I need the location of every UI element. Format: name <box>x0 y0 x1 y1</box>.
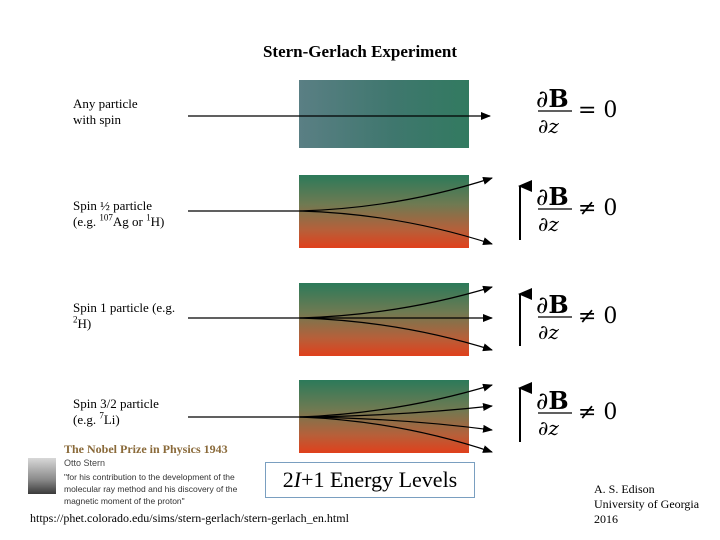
label-line1: Spin ½ particle <box>73 198 153 213</box>
energy-suffix: +1 Energy Levels <box>301 467 458 492</box>
mass-number: 1 <box>146 212 151 223</box>
label-text: Li) <box>103 412 120 427</box>
beam-up-inner <box>299 402 493 418</box>
field-symbol: B <box>548 386 569 415</box>
energy-levels-box: 2I+1 Energy Levels <box>265 462 475 498</box>
eq-condition-nonzero: ≠ 0 <box>578 400 618 425</box>
beam-up-outer <box>299 383 493 418</box>
eq-condition-nonzero: ≠ 0 <box>578 304 618 329</box>
beam-up <box>299 176 493 212</box>
label-text: (e.g. <box>73 214 100 229</box>
label-any-particle: Any particle with spin <box>73 96 138 128</box>
eq-denominator: ∂z <box>538 212 559 236</box>
field-symbol: B <box>548 182 569 211</box>
mass-number: 107 <box>99 212 113 223</box>
label-line2: with spin <box>73 112 122 127</box>
beam-down <box>299 317 493 352</box>
eq-numerator: ∂B <box>536 386 569 415</box>
label-text: H) <box>150 214 165 229</box>
label-spin-three-halves: Spin 3/2 particle (e.g. 7Li) <box>73 396 159 428</box>
label-text: Ag or <box>112 214 147 229</box>
field-symbol: B <box>548 84 569 113</box>
label-text: H) <box>77 316 92 331</box>
eq-denominator: ∂z <box>538 114 559 138</box>
label-spin-one: Spin 1 particle (e.g. 2H) <box>73 300 175 332</box>
energy-prefix: 2 <box>282 467 294 492</box>
beam-up <box>299 285 493 319</box>
magnet-gradient-1 <box>299 175 469 248</box>
source-url[interactable]: https://phet.colorado.edu/sims/stern-ger… <box>30 511 349 525</box>
label-line1: Spin 1 particle (e.g. <box>73 300 176 315</box>
eq-condition-nonzero: ≠ 0 <box>578 196 618 221</box>
beam-down <box>299 210 493 246</box>
mass-number: 7 <box>99 410 104 421</box>
partial-symbol: ∂ <box>536 183 549 211</box>
credit-year: 2016 <box>594 512 618 526</box>
label-spin-half: Spin ½ particle (e.g. 107Ag or 1H) <box>73 198 164 230</box>
eq-numerator: ∂B <box>536 84 569 113</box>
eq-denominator: ∂z <box>538 320 559 344</box>
eq-denominator: ∂z <box>538 416 559 440</box>
magnet-uniform <box>299 80 469 148</box>
eq-condition-zero: = 0 <box>578 98 618 123</box>
credit-institution: University of Georgia <box>594 497 700 511</box>
beam-down-outer <box>299 416 493 453</box>
energy-variable: I <box>293 467 302 492</box>
author-credit: A. S. Edison University of Georgia 2016 <box>594 482 699 527</box>
otto-stern-photo <box>28 458 56 494</box>
eq-numerator: ∂B <box>536 290 569 319</box>
credit-author: A. S. Edison <box>594 482 655 496</box>
slide-title: Stern-Gerlach Experiment <box>262 42 458 61</box>
eq-numerator: ∂B <box>536 182 569 211</box>
nobel-quote: "for his contribution to the development… <box>64 472 238 506</box>
partial-symbol: ∂ <box>536 387 549 415</box>
partial-symbol: ∂ <box>536 85 549 113</box>
field-symbol: B <box>548 290 569 319</box>
label-line1: Any particle <box>73 96 138 111</box>
mass-number: 2 <box>73 314 78 325</box>
partial-symbol: ∂ <box>536 291 549 319</box>
nobel-title: The Nobel Prize in Physics 1943 <box>64 442 228 456</box>
nobel-laureate: Otto Stern <box>64 458 106 468</box>
label-text: (e.g. <box>73 412 100 427</box>
label-line1: Spin 3/2 particle <box>73 396 159 411</box>
beam-down-inner <box>299 416 493 433</box>
